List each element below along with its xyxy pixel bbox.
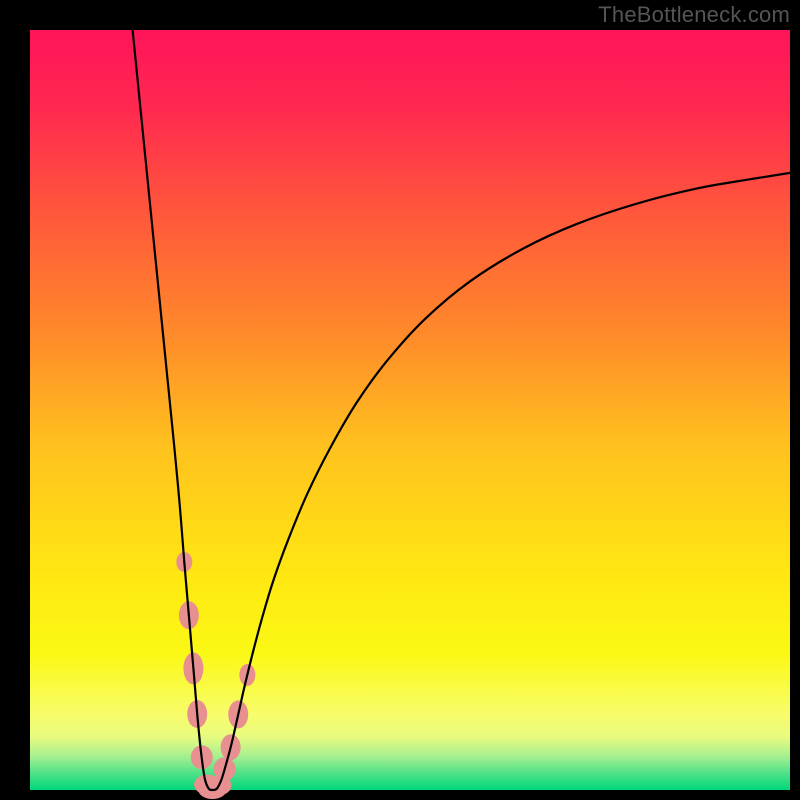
plot-svg (0, 0, 800, 800)
watermark-text: TheBottleneck.com (598, 2, 790, 28)
data-markers (176, 552, 255, 799)
bottleneck-curve (133, 30, 790, 790)
chart-root: TheBottleneck.com (0, 0, 800, 800)
